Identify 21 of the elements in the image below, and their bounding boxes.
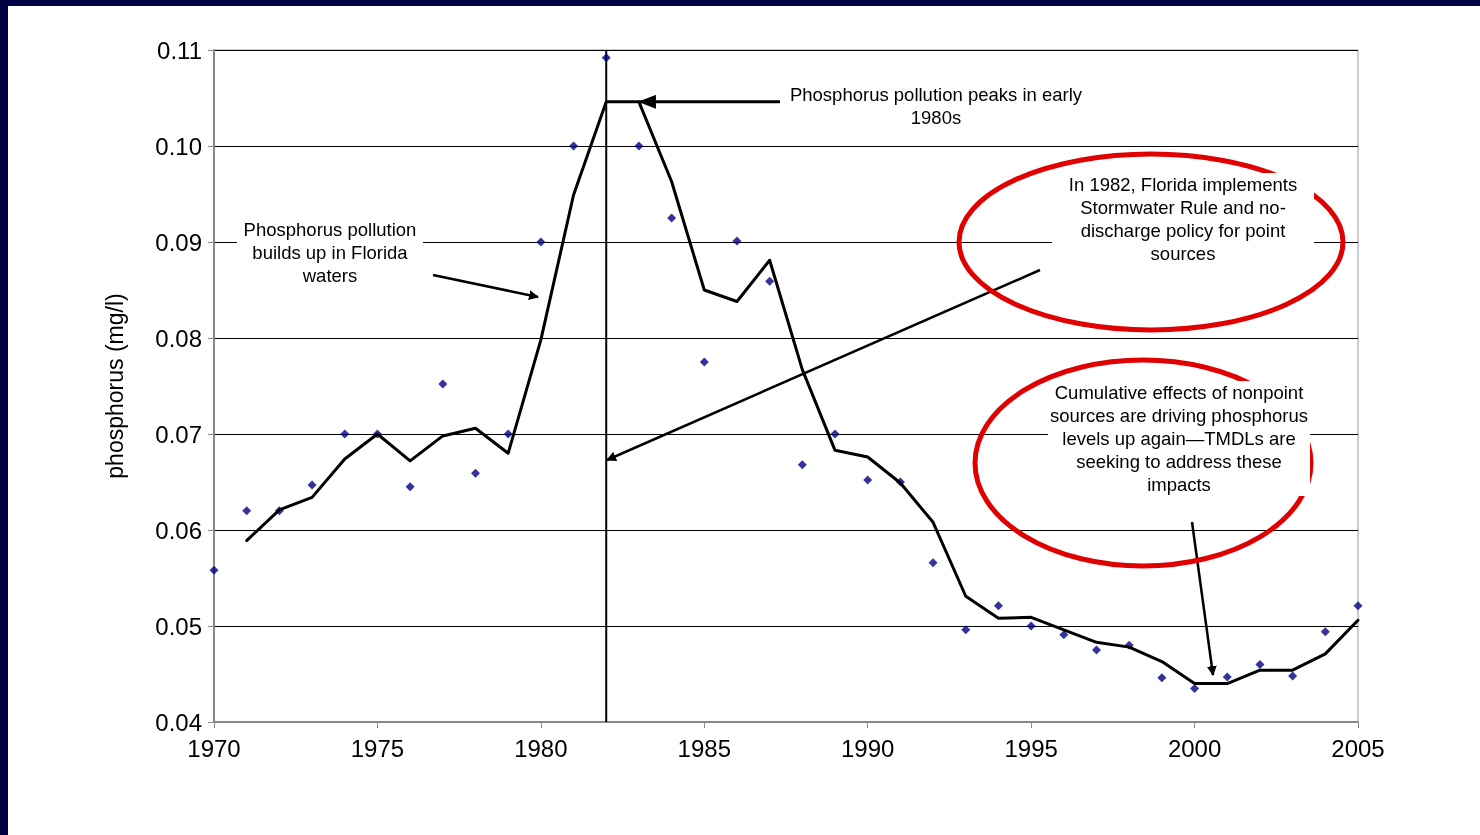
annotation: Phosphorus pollution builds up in Florida waters [237, 218, 423, 287]
y-tick-label: 0.06 [155, 516, 202, 544]
annotation: Cumulative effects of nonpoint sources are driving phosphorus levels up again—TMDLs are seeking to address these impacts [1048, 381, 1310, 496]
x-tick-label: 1975 [350, 734, 405, 762]
y-tick-label: 0.10 [155, 132, 202, 160]
annotation: Phosphorus pollution peaks in early 1980s [786, 83, 1086, 129]
x-tick-label: 2000 [1167, 734, 1222, 762]
x-tick-label: 1970 [187, 734, 241, 762]
y-tick-label: 0.11 [157, 36, 202, 64]
x-tick-label: 1980 [514, 734, 568, 762]
y-tick-label: 0.05 [155, 612, 202, 640]
x-tick-label: 2005 [1331, 734, 1385, 762]
y-tick-label: 0.07 [155, 420, 202, 448]
annotation: In 1982, Florida implements Stormwater Rule and no-discharge policy for point sources [1052, 173, 1314, 265]
y-tick-label: 0.08 [155, 324, 202, 352]
y-tick-label: 0.04 [155, 708, 202, 736]
x-tick-label: 1990 [841, 734, 895, 762]
y-axis-title: phosphorus (mg/l) [101, 293, 128, 479]
x-tick-label: 1985 [677, 734, 731, 762]
y-tick-label: 0.09 [155, 228, 202, 256]
x-tick-label: 1995 [1004, 734, 1058, 762]
